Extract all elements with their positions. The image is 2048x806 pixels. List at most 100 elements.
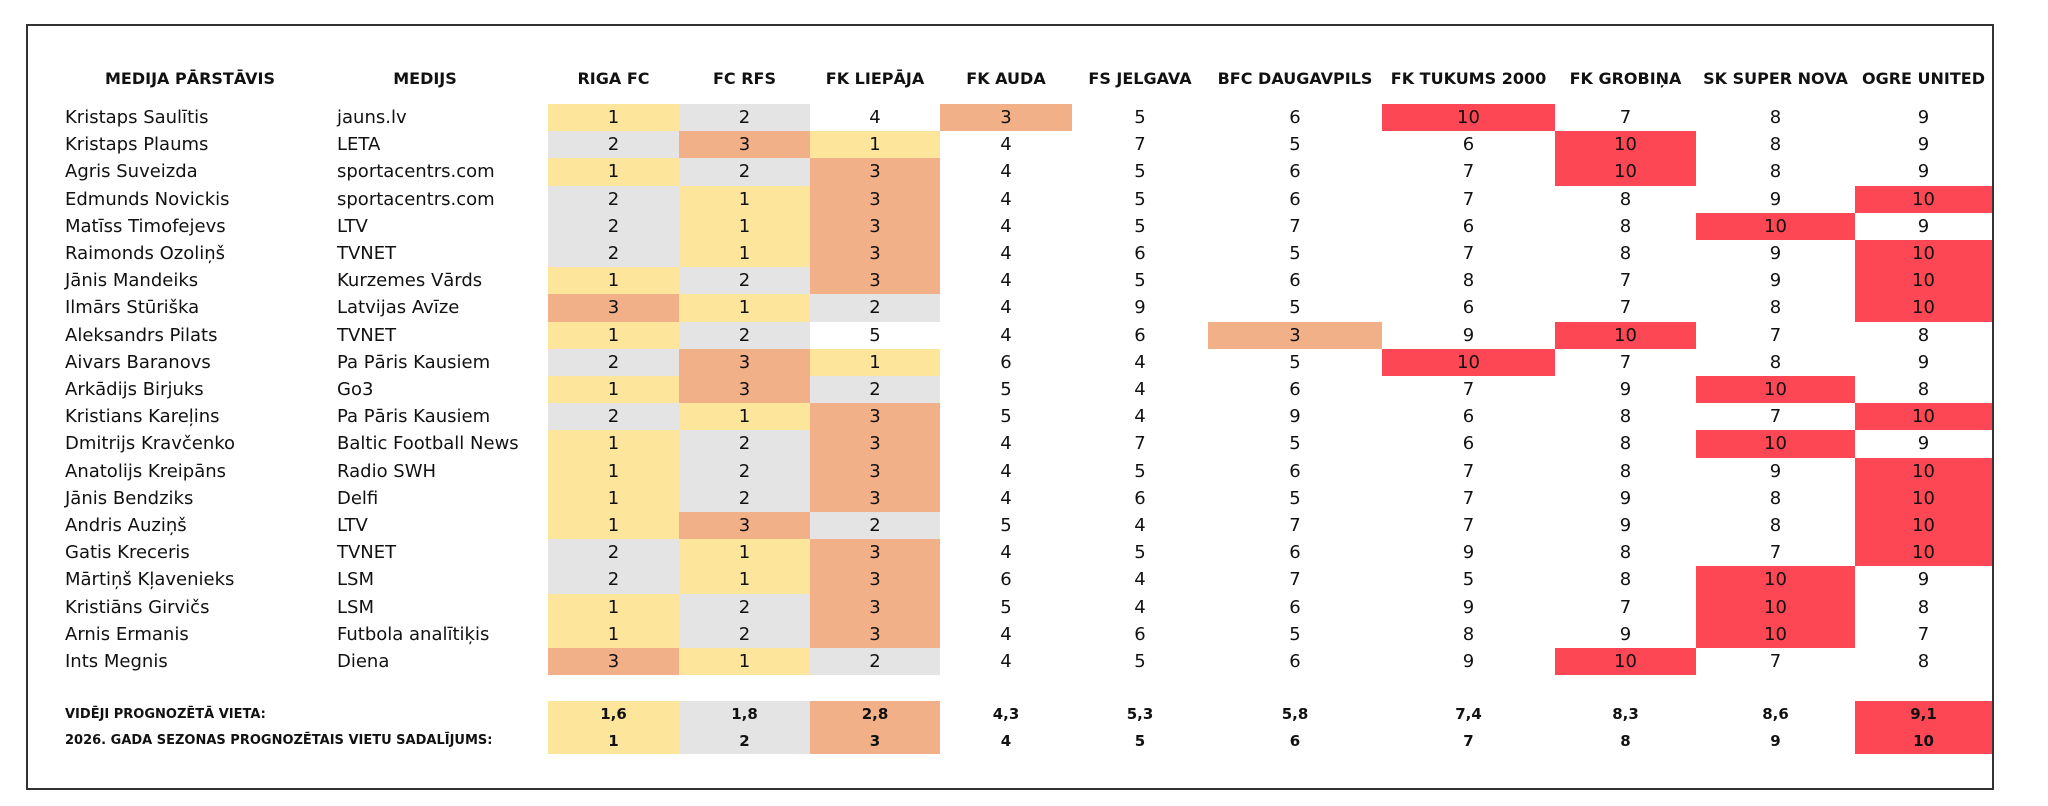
prediction-cell: 2 bbox=[548, 566, 679, 594]
reporter-name: Arnis Ermanis bbox=[65, 623, 189, 645]
prediction-cell: 2 bbox=[679, 484, 810, 512]
prediction-cell: 9 bbox=[1619, 623, 1632, 645]
average-value: 1,8 bbox=[679, 701, 810, 728]
prediction-cell: 5 bbox=[1134, 161, 1146, 183]
reporter-name: Dmitrijs Kravčenko bbox=[65, 433, 236, 455]
prediction-cell: 3 bbox=[940, 104, 1072, 132]
prediction-cell: 5 bbox=[869, 324, 881, 346]
prediction-cell: 10 bbox=[1855, 457, 1992, 485]
media-name: TVNET bbox=[337, 324, 397, 346]
prediction-cell: 4 bbox=[1000, 487, 1012, 509]
reporter-name: Jānis Bendziks bbox=[65, 487, 194, 509]
ranking-value: 9 bbox=[1770, 731, 1781, 750]
prediction-cell: 10 bbox=[1382, 104, 1555, 132]
column-header: FS JELGAVA bbox=[1088, 68, 1192, 88]
prediction-cell: 9 bbox=[1289, 406, 1301, 428]
prediction-cell: 9 bbox=[1917, 107, 1930, 129]
prediction-cell: 6 bbox=[1134, 243, 1146, 265]
media-name: Go3 bbox=[337, 379, 374, 401]
prediction-cell: 9 bbox=[1769, 243, 1782, 265]
prediction-cell: 1 bbox=[679, 403, 810, 431]
prediction-cell: 5 bbox=[1134, 107, 1146, 129]
prediction-cell: 9 bbox=[1769, 270, 1782, 292]
ranking-value: 1 bbox=[548, 727, 679, 754]
prediction-cell: 3 bbox=[810, 240, 940, 268]
column-header: MEDIJA PĀRSTĀVIS bbox=[104, 68, 275, 88]
prediction-cell: 10 bbox=[1855, 403, 1992, 431]
prediction-cell: 9 bbox=[1769, 460, 1782, 482]
reporter-name: Arkādijs Birjuks bbox=[65, 379, 204, 401]
prediction-cell: 9 bbox=[1917, 161, 1930, 183]
prediction-cell: 4 bbox=[1134, 351, 1146, 373]
prediction-cell: 10 bbox=[1555, 321, 1696, 349]
column-header: FK AUDA bbox=[966, 68, 1046, 88]
prediction-cell: 5 bbox=[1134, 188, 1146, 210]
average-value: 9,1 bbox=[1855, 701, 1992, 728]
prediction-cell: 8 bbox=[1917, 651, 1930, 673]
prediction-cell: 2 bbox=[679, 620, 810, 648]
prediction-cell: 2 bbox=[548, 240, 679, 268]
media-name: Futbola analītiķis bbox=[337, 623, 490, 645]
prediction-cell: 8 bbox=[1769, 351, 1782, 373]
prediction-cell: 9 bbox=[1462, 542, 1475, 564]
reporter-name: Andris Auziņš bbox=[65, 515, 187, 537]
prediction-cell: 10 bbox=[1855, 185, 1992, 213]
prediction-cell: 9 bbox=[1462, 651, 1475, 673]
prediction-cell: 7 bbox=[1462, 188, 1475, 210]
prediction-cell: 4 bbox=[1000, 651, 1012, 673]
average-value: 5,3 bbox=[1126, 705, 1154, 724]
prediction-cell: 2 bbox=[810, 512, 940, 540]
prediction-cell: 1 bbox=[548, 376, 679, 404]
prediction-cell: 2 bbox=[679, 158, 810, 186]
media-name: Kurzemes Vārds bbox=[337, 270, 483, 292]
prediction-cell: 4 bbox=[1000, 243, 1012, 265]
prediction-cell: 8 bbox=[1917, 596, 1930, 618]
prediction-cell: 5 bbox=[1134, 651, 1146, 673]
prediction-cell: 7 bbox=[1134, 134, 1146, 156]
prediction-cell: 5 bbox=[1289, 487, 1301, 509]
prediction-cell: 8 bbox=[1619, 406, 1632, 428]
prediction-cell: 7 bbox=[1289, 215, 1301, 237]
prediction-cell: 2 bbox=[679, 321, 810, 349]
media-name: Delfi bbox=[337, 487, 379, 509]
prediction-cell: 1 bbox=[679, 566, 810, 594]
prediction-cell: 1 bbox=[548, 104, 679, 132]
reporter-name: Gatis Kreceris bbox=[65, 542, 190, 564]
prediction-cell: 8 bbox=[1462, 270, 1475, 292]
media-name: jauns.lv bbox=[337, 107, 407, 129]
prediction-cell: 8 bbox=[1462, 623, 1475, 645]
media-name: Pa Pāris Kausiem bbox=[337, 351, 491, 373]
prediction-cell: 10 bbox=[1555, 158, 1696, 186]
prediction-cell: 5 bbox=[1134, 542, 1146, 564]
prediction-cell: 6 bbox=[1289, 651, 1301, 673]
prediction-cell: 4 bbox=[1000, 270, 1012, 292]
prediction-cell: 10 bbox=[1696, 376, 1855, 404]
prediction-cell: 2 bbox=[548, 185, 679, 213]
column-header: OGRE UNITED bbox=[1861, 68, 1985, 88]
reporter-name: Anatolijs Kreipāns bbox=[65, 460, 227, 482]
column-header: FK GROBIŅA bbox=[1569, 68, 1682, 88]
column-header: FK TUKUMS 2000 bbox=[1390, 68, 1547, 88]
column-header: FK LIEPĀJA bbox=[825, 68, 925, 88]
prediction-cell: 6 bbox=[1000, 351, 1012, 373]
prediction-cell: 8 bbox=[1619, 460, 1632, 482]
prediction-cell: 3 bbox=[679, 348, 810, 376]
prediction-cell: 6 bbox=[1134, 487, 1146, 509]
prediction-cell: 5 bbox=[1000, 515, 1012, 537]
prediction-cell: 6 bbox=[1289, 270, 1301, 292]
prediction-cell: 7 bbox=[1289, 515, 1301, 537]
prediction-cell: 7 bbox=[1769, 542, 1782, 564]
media-name: LTV bbox=[337, 215, 368, 237]
prediction-cell: 6 bbox=[1462, 297, 1475, 319]
prediction-cell: 2 bbox=[548, 348, 679, 376]
ranking-value: 8 bbox=[1620, 731, 1631, 750]
average-label: VIDĒJI PROGNOZĒTĀ VIETA: bbox=[65, 706, 266, 722]
prediction-cell: 10 bbox=[1696, 212, 1855, 240]
reporter-name: Raimonds Ozoliņš bbox=[65, 243, 226, 265]
prediction-cell: 9 bbox=[1619, 487, 1632, 509]
prediction-cell: 10 bbox=[1855, 512, 1992, 540]
prediction-cell: 7 bbox=[1462, 460, 1475, 482]
prediction-cell: 10 bbox=[1855, 484, 1992, 512]
prediction-cell: 7 bbox=[1462, 487, 1475, 509]
prediction-cell: 7 bbox=[1462, 379, 1475, 401]
